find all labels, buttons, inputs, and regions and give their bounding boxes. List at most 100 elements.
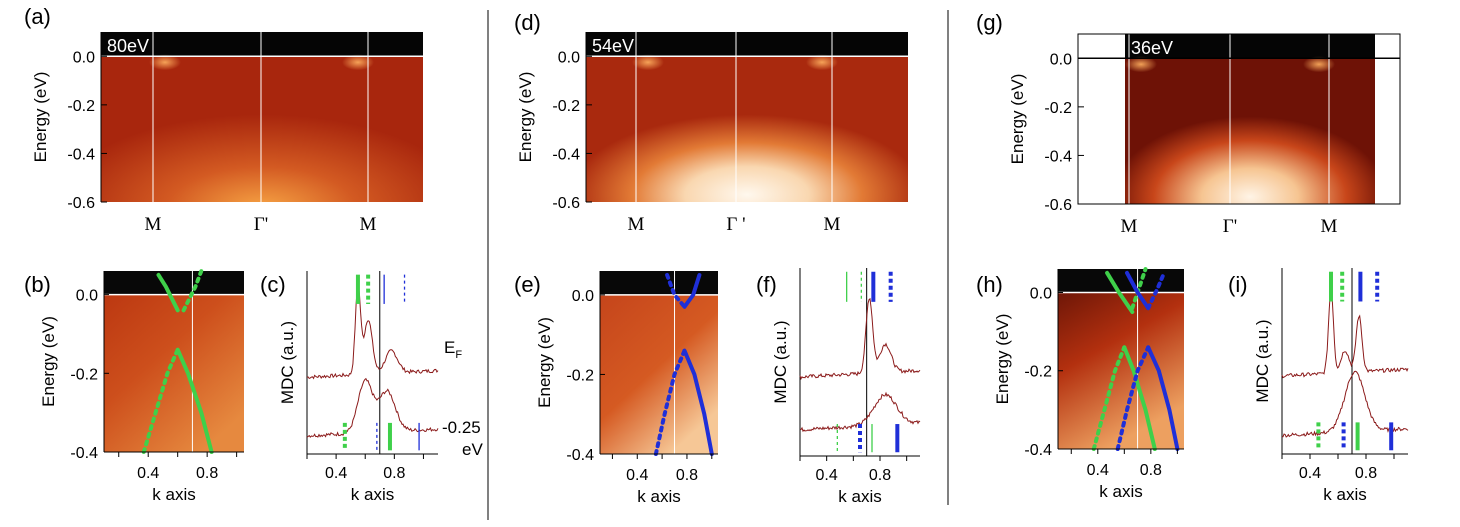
spectrum-image xyxy=(101,56,423,203)
curve-label-fermi-sub: F xyxy=(455,349,462,361)
y-axis-label: Energy (eV) xyxy=(535,317,554,408)
y-tick-label: -0.4 xyxy=(67,146,95,163)
band-green-solid xyxy=(175,347,214,454)
above-fermi-region xyxy=(101,32,423,57)
x-tick-label: 0.8 xyxy=(196,465,218,482)
x-tick-label: 0.8 xyxy=(383,465,405,482)
k-point-label: Γ ' xyxy=(726,214,745,235)
y-tick-label: -0.6 xyxy=(1044,197,1072,214)
panel-label: (h) xyxy=(976,272,1003,297)
y-axis-label: Energy (eV) xyxy=(1008,74,1027,165)
x-tick-label: 0.4 xyxy=(1087,462,1109,479)
panel-label: (i) xyxy=(1228,272,1248,297)
y-tick-label: -0.2 xyxy=(566,367,594,384)
band-green-solid xyxy=(1105,270,1135,314)
band-blue-dotted xyxy=(1115,345,1151,451)
y-tick-label: -0.2 xyxy=(1044,100,1072,117)
y-tick-label: -0.4 xyxy=(552,146,580,163)
band-blue-solid xyxy=(1125,270,1151,311)
panel-label: (g) xyxy=(976,10,1003,35)
panel-label: (f) xyxy=(756,272,777,297)
y-tick-label: 0.0 xyxy=(1030,285,1052,302)
zoom-image xyxy=(600,271,718,454)
mdc-curve-lower xyxy=(306,377,439,438)
k-point-label: M xyxy=(824,214,841,235)
photon-energy-label: 36eV xyxy=(1131,38,1173,58)
y-tick-label: 0.0 xyxy=(572,288,594,305)
x-tick-label: 0.8 xyxy=(676,467,698,484)
y-tick-label: -0.2 xyxy=(70,366,98,383)
spectrum-image xyxy=(1125,58,1375,205)
k-point-label: M xyxy=(628,214,645,235)
y-tick-label: -0.6 xyxy=(67,195,95,212)
curve-label-fermi: EF xyxy=(444,338,462,361)
x-tick-label: 0.4 xyxy=(137,465,159,482)
band-blue-dotted xyxy=(653,348,687,456)
curve-label-energy: -0.25 xyxy=(442,418,481,437)
k-point-label: M xyxy=(1121,216,1138,237)
panel-label: (e) xyxy=(514,272,541,297)
spectrum-a: 0.0 -0.2 -0.4 -0.6 80eV Energy (eV) M Γ' M (a) xyxy=(24,4,423,235)
fermi-spot xyxy=(632,54,664,71)
x-axis-label: k axis xyxy=(351,485,394,504)
x-axis-label: k axis xyxy=(637,487,680,506)
above-fermi-region xyxy=(600,271,718,295)
y-tick-label: -0.2 xyxy=(1024,364,1052,381)
k-point-label: Γ' xyxy=(1223,216,1237,237)
x-tick-label: 0.8 xyxy=(1355,465,1377,482)
spectrum-image xyxy=(586,56,908,203)
above-fermi-region xyxy=(104,271,244,295)
mdc-panel-i: 0.4 0.8 k axis MDC (a.u.) (i) xyxy=(1228,268,1409,504)
y-axis-label: MDC (a.u.) xyxy=(771,320,790,403)
y-axis-label: MDC (a.u.) xyxy=(1253,319,1272,402)
band-blue-dotted xyxy=(665,273,687,309)
y-tick-label: -0.4 xyxy=(1024,442,1052,459)
mdc-panel-f: 0.4 0.8 k axis MDC (a.u.) (f) xyxy=(756,268,921,506)
x-tick-label: 0.8 xyxy=(1140,462,1162,479)
spectrum-d: 0.0 -0.2 -0.4 -0.6 54eV Energy (eV) M Γ ' M (d) xyxy=(514,10,908,235)
y-axis-label: MDC (a.u.) xyxy=(278,321,297,404)
panel-label: (d) xyxy=(514,10,541,35)
x-axis-label: k axis xyxy=(152,485,195,504)
k-point-label: M xyxy=(1321,216,1338,237)
band-green-dotted xyxy=(1130,267,1148,311)
k-point-label: M xyxy=(145,214,162,235)
y-tick-label: -0.4 xyxy=(70,445,98,462)
band-green-solid xyxy=(1122,345,1157,451)
above-fermi-region xyxy=(1058,269,1184,293)
photon-energy-label: 54eV xyxy=(592,36,634,56)
zoom-image xyxy=(1058,269,1184,449)
band-blue-solid xyxy=(1146,345,1180,451)
y-axis-label: Energy (eV) xyxy=(516,72,535,163)
mdc-curve-upper xyxy=(1281,290,1409,379)
band-green-solid xyxy=(156,272,180,313)
band-green-dotted xyxy=(141,347,180,454)
mdc-panel-c: 0.4 0.8 k axis MDC (a.u.) (c) EF -0.25 eV xyxy=(260,271,483,504)
band-green-dotted xyxy=(181,269,204,313)
x-tick-label: 0.8 xyxy=(869,467,891,484)
k-point-label: Γ' xyxy=(254,214,268,235)
k-point-label: M xyxy=(360,214,377,235)
zoom-spectrum-e: 0.0 -0.2 -0.4 0.4 0.8 k axis Energy (eV) (e) xyxy=(514,271,718,506)
y-tick-label: -0.4 xyxy=(1044,148,1072,165)
fermi-spot xyxy=(342,54,374,71)
panel-label: (b) xyxy=(24,272,51,297)
y-axis-label: Energy (eV) xyxy=(31,72,50,163)
x-tick-label: 0.4 xyxy=(1299,465,1321,482)
x-tick-label: 0.4 xyxy=(626,467,648,484)
panel-label: (c) xyxy=(260,272,286,297)
y-tick-label: -0.6 xyxy=(552,195,580,212)
zoom-spectrum-h: 0.0 -0.2 -0.4 0.4 0.8 k axis Energy (eV) (h) xyxy=(976,267,1196,501)
above-fermi-region xyxy=(586,32,908,57)
y-tick-label: -0.2 xyxy=(67,98,95,115)
x-axis-label: k axis xyxy=(838,487,881,506)
above-fermi-region xyxy=(1125,34,1375,59)
zoom-spectrum-b: 0.0 -0.2 -0.4 0.4 0.8k axis Energy (eV) (b) xyxy=(24,269,244,504)
mdc-curve-upper xyxy=(799,297,921,381)
panel-label: (a) xyxy=(24,4,51,29)
spectrum-g: 0.0 -0.2 -0.4 -0.6 36eV Energy (eV) M Γ' M (g) xyxy=(976,10,1401,237)
band-green-dotted xyxy=(1091,345,1127,451)
band-blue-dotted xyxy=(1146,270,1167,311)
fermi-spot xyxy=(149,54,181,71)
